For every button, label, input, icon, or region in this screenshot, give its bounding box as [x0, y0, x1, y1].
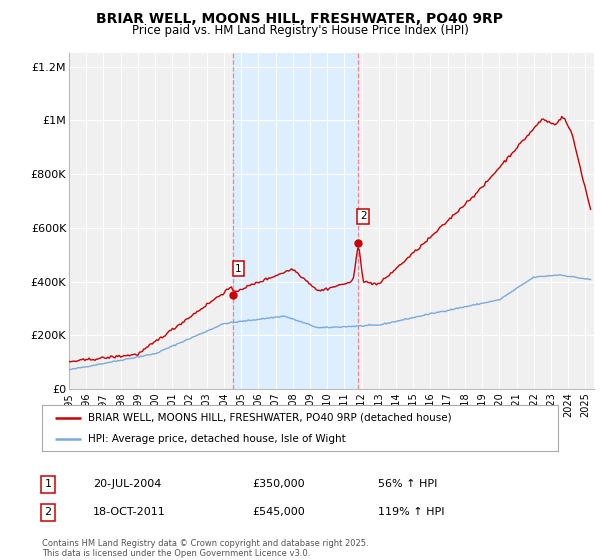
Text: BRIAR WELL, MOONS HILL, FRESHWATER, PO40 9RP (detached house): BRIAR WELL, MOONS HILL, FRESHWATER, PO40…	[88, 413, 452, 423]
Text: 2: 2	[44, 507, 52, 517]
Text: 2: 2	[360, 211, 367, 221]
Bar	[233, 53, 358, 389]
Text: 18-OCT-2011: 18-OCT-2011	[93, 507, 166, 517]
Text: £350,000: £350,000	[252, 479, 305, 489]
Text: 119% ↑ HPI: 119% ↑ HPI	[378, 507, 445, 517]
Text: 20-JUL-2004: 20-JUL-2004	[93, 479, 161, 489]
Text: Price paid vs. HM Land Registry's House Price Index (HPI): Price paid vs. HM Land Registry's House …	[131, 24, 469, 36]
Text: 1: 1	[235, 264, 242, 274]
Text: Contains HM Land Registry data © Crown copyright and database right 2025.
This d: Contains HM Land Registry data © Crown c…	[42, 539, 368, 558]
Text: £545,000: £545,000	[252, 507, 305, 517]
Text: HPI: Average price, detached house, Isle of Wight: HPI: Average price, detached house, Isle…	[88, 435, 346, 444]
Text: BRIAR WELL, MOONS HILL, FRESHWATER, PO40 9RP: BRIAR WELL, MOONS HILL, FRESHWATER, PO40…	[97, 12, 503, 26]
Text: 56% ↑ HPI: 56% ↑ HPI	[378, 479, 437, 489]
Text: 1: 1	[44, 479, 52, 489]
